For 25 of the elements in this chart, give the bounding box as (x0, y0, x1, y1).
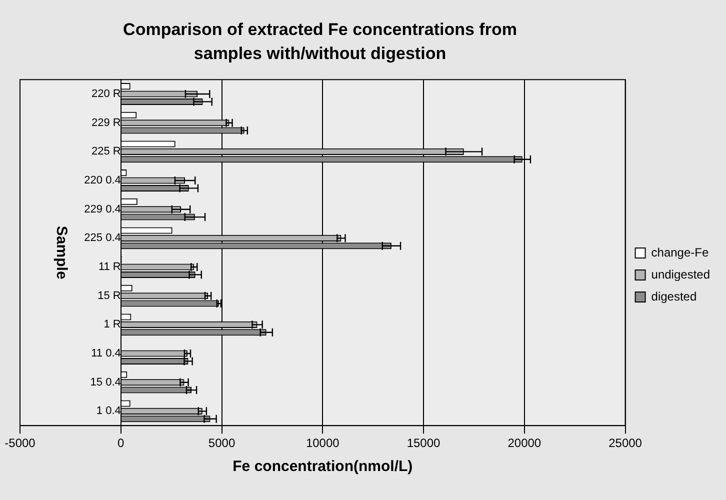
y-tick-label: 15 R (98, 290, 121, 302)
y-tick-label: 1 R (104, 318, 121, 331)
y-tick-label: 229 R (92, 116, 121, 129)
x-tick-label: -5000 (4, 436, 36, 450)
x-tick-label: 20000 (508, 436, 542, 450)
legend-label: digested (651, 289, 697, 304)
y-tick-label: 225 0.4 (84, 232, 121, 244)
x-tick-label: 10000 (306, 436, 340, 450)
y-tick-label: 220 R (92, 88, 121, 100)
y-tick-label: 225 R (92, 146, 121, 158)
x-tick-label: 0 (118, 436, 125, 450)
chart-title: Comparison of extracted Fe concentrations from samples with/without digestion (122, 19, 518, 65)
x-axis-title: Fe concentration(nmol/L) (232, 458, 413, 476)
x-tick-label: 25000 (608, 436, 642, 450)
y-tick-label: 11 R (98, 261, 121, 274)
y-axis-title: Sample (53, 226, 70, 280)
legend-label: undigested (651, 267, 710, 282)
legend-label: change-Fe (651, 245, 709, 260)
y-tick-label: 11 0.4 (91, 348, 121, 360)
y-tick-label: 1 0.4 (96, 405, 121, 418)
y-tick-label: 15 0.4 (90, 376, 121, 388)
x-tick-label: 15000 (406, 436, 441, 450)
y-tick-label: 220 0.4 (84, 174, 121, 187)
y-tick-label: 229 0.4 (84, 203, 121, 216)
x-tick-label: 5000 (208, 436, 236, 450)
